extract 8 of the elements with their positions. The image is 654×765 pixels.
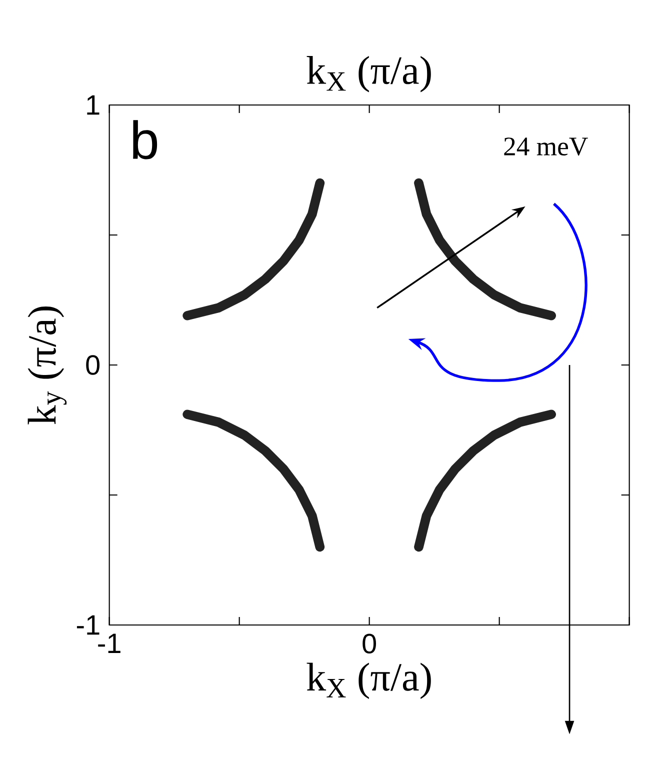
y-tick-label: -1 <box>76 615 100 635</box>
y-tick-label: 0 <box>86 355 100 375</box>
annotation: b <box>133 120 158 160</box>
y-axis-title: k$_{y}$ (π/a) <box>28 306 67 424</box>
y-tick-label: 1 <box>87 95 100 115</box>
x2-axis-title: k$_{X}$ (π/a) <box>306 56 431 92</box>
annotation: 24 meV <box>504 138 588 156</box>
x-axis-title: k$_{X}$ (π/a) <box>306 662 431 699</box>
